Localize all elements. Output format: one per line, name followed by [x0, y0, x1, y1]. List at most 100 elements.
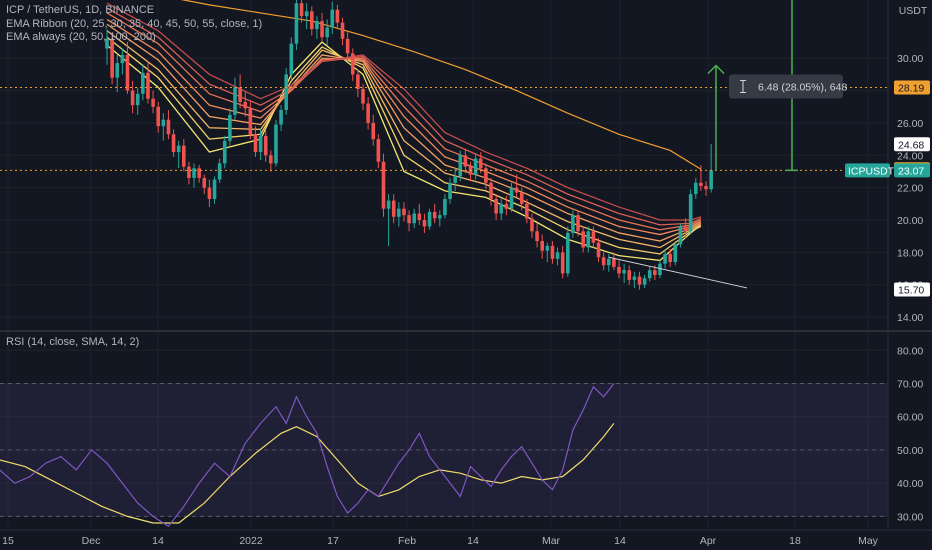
candle-98	[606, 253, 611, 272]
candle-body	[494, 198, 498, 214]
candle-body	[381, 161, 386, 209]
price-tag-value: 23.07	[898, 165, 924, 177]
candle-110	[668, 249, 672, 267]
candle-body	[228, 114, 232, 141]
candle-body	[166, 119, 171, 135]
candle-body	[499, 203, 504, 214]
candle-body	[668, 253, 672, 263]
candle-19	[202, 174, 207, 195]
candle-105	[642, 275, 647, 288]
ema-always-legend[interactable]: EMA always (20, 50, 100, 200)	[6, 31, 156, 43]
candle-22	[217, 158, 222, 183]
candle-body	[161, 119, 166, 127]
candle-body	[647, 270, 652, 279]
candle-body	[120, 55, 125, 64]
candle-44	[330, 1, 335, 34]
candle-body	[581, 231, 585, 248]
measure-tool[interactable]: 6.48 (28.05%), 648	[707, 0, 847, 172]
candle-20	[207, 179, 212, 208]
candle-27	[243, 92, 248, 117]
rsi-axis[interactable]: 30.00 40.00 50.00 60.00 70.00 80.00	[897, 345, 923, 523]
candle-body	[658, 263, 662, 275]
candle-body	[141, 72, 145, 94]
candle-111	[673, 241, 678, 266]
price-tick-8: 30.00	[897, 53, 923, 65]
candle-74	[484, 163, 488, 190]
candle-53	[376, 134, 381, 169]
candle-body	[535, 231, 539, 242]
candle-30	[258, 129, 263, 161]
candle-91	[571, 210, 575, 238]
rsi-tick-3: 60.00	[897, 412, 923, 424]
time-tick-7: Mar	[542, 535, 561, 547]
candle-body	[453, 176, 457, 183]
candle-108	[658, 260, 662, 279]
candle-body	[289, 43, 294, 75]
candle-body	[519, 192, 524, 204]
symbol-legend[interactable]: ICP / TetherUS, 1D, BINANCE	[6, 4, 155, 16]
ema-ribbon-line-1	[106, 36, 702, 255]
candle-body	[530, 218, 534, 232]
candle-body	[176, 145, 181, 153]
rsi-legend[interactable]: RSI (14, close, SMA, 14, 2)	[6, 336, 140, 348]
rsi-band-lines	[0, 382, 888, 517]
candle-body	[371, 122, 376, 140]
candle-66	[443, 194, 447, 219]
candle-13	[171, 129, 176, 157]
rsi-tick-0: 30.00	[897, 511, 923, 523]
candle-body	[663, 253, 667, 264]
candle-48	[350, 48, 355, 81]
candle-body	[269, 155, 273, 164]
candle-39	[304, 3, 309, 30]
candle-body	[366, 103, 370, 123]
candle-72	[473, 153, 478, 180]
price-tag-value: 24.68	[898, 139, 924, 151]
candle-76	[494, 194, 498, 220]
candle-59	[407, 210, 411, 232]
candle-11	[161, 113, 166, 141]
candle-23	[222, 135, 227, 169]
rsi-tick-1: 40.00	[897, 478, 923, 490]
candle-46	[340, 17, 345, 46]
candle-body	[699, 182, 703, 187]
rsi-tick-2: 50.00	[897, 445, 923, 457]
candle-body	[299, 3, 304, 17]
candle-5	[130, 80, 135, 114]
candle-body	[601, 257, 606, 266]
candle-body	[443, 198, 447, 216]
candle-101	[622, 263, 626, 284]
candle-body	[335, 9, 340, 23]
candle-body	[233, 87, 237, 115]
time-axis[interactable]: 15 Dec 14 2022 17 Feb 14 Mar 14 Apr 18 May	[0, 529, 932, 550]
candle-body	[560, 252, 565, 274]
candle-64	[432, 203, 437, 224]
candle-body	[207, 187, 212, 199]
ema-ribbon-legend[interactable]: EMA Ribbon (20, 25, 30, 35, 40, 45, 50, …	[6, 18, 263, 30]
candle-body	[504, 203, 509, 209]
candle-body	[571, 215, 575, 233]
ema-200-line	[180, 0, 702, 170]
candle-body	[110, 38, 114, 78]
rsi-tick-5: 80.00	[897, 345, 923, 357]
candle-body	[294, 3, 299, 44]
candle-body	[458, 155, 463, 177]
candle-body	[612, 258, 616, 267]
candle-body	[514, 187, 519, 193]
candle-body	[212, 179, 217, 199]
candle-body	[182, 145, 186, 167]
candle-body	[115, 63, 120, 78]
candle-body	[243, 101, 248, 109]
candle-85	[540, 234, 544, 259]
candle-body	[540, 241, 544, 251]
candle-body	[304, 11, 309, 17]
candle-body	[135, 93, 140, 106]
candle-body	[151, 98, 155, 107]
candle-body	[171, 134, 176, 153]
measure-range-icon	[740, 80, 746, 94]
currency-badge[interactable]: USDT	[896, 2, 930, 18]
candle-97	[601, 252, 606, 271]
candle-26	[238, 74, 242, 109]
candle-80	[514, 174, 519, 198]
